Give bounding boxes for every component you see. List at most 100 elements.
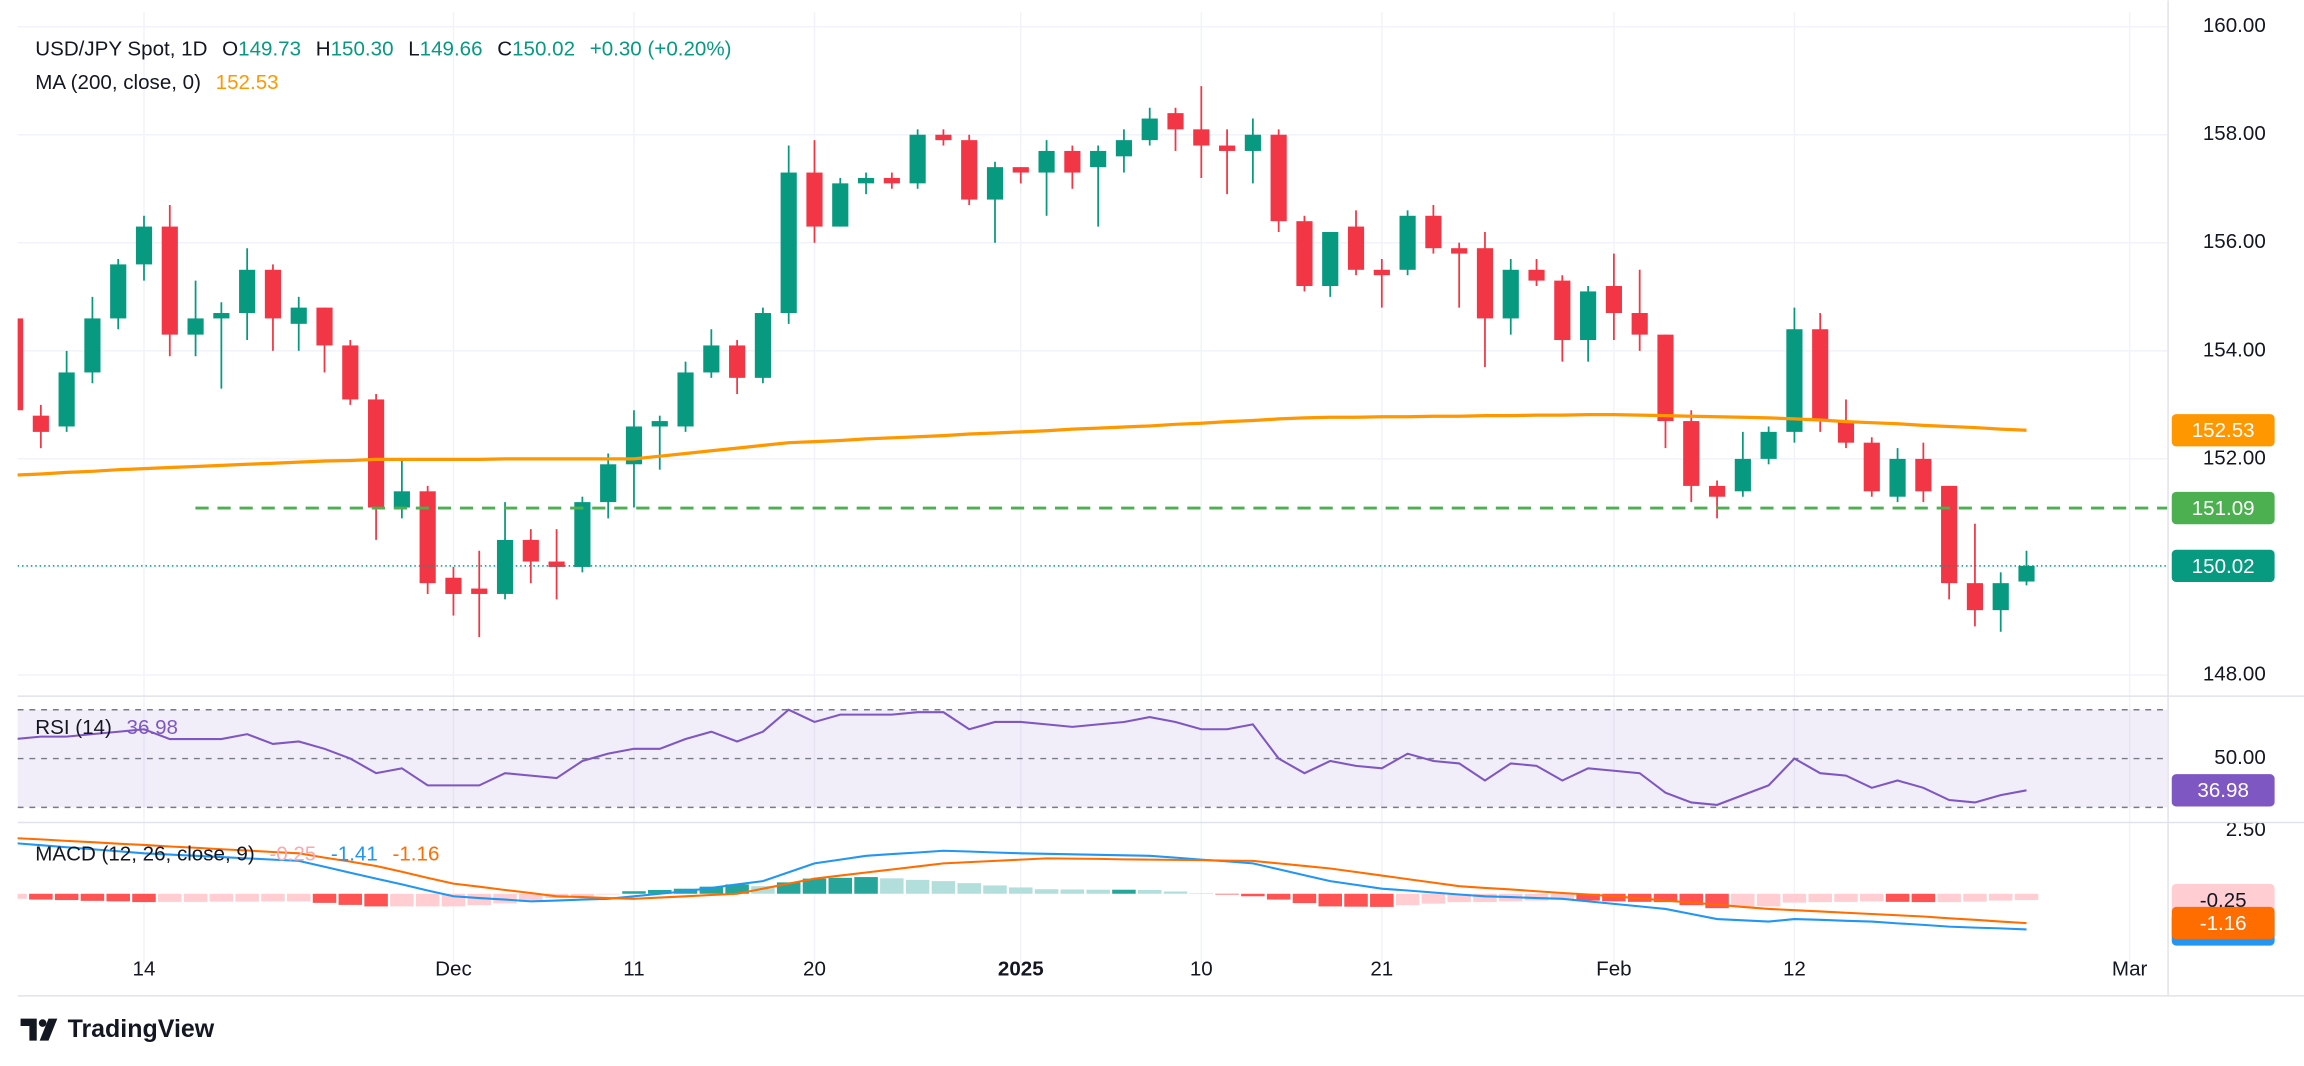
price-badge-label: -1.16 bbox=[2200, 912, 2247, 935]
ma-line bbox=[17, 412, 2027, 477]
x-tick-label: 11 bbox=[623, 958, 644, 981]
ma-value: 152.53 bbox=[216, 72, 279, 95]
indicator-title: RSI (14) bbox=[35, 717, 112, 740]
histogram-bar bbox=[1060, 889, 1085, 894]
macd-line bbox=[17, 842, 2027, 931]
y-tick-label: 148.00 bbox=[2203, 662, 2266, 685]
candle-body bbox=[290, 307, 307, 324]
ohlc-value: 149.73 bbox=[238, 38, 301, 61]
candle-body bbox=[1734, 458, 1751, 492]
price-badge bbox=[2171, 414, 2275, 447]
price-badge-label: 152.53 bbox=[2192, 419, 2255, 442]
candle-body bbox=[1322, 231, 1339, 287]
histogram-bar bbox=[1215, 893, 1239, 895]
candle-body bbox=[161, 226, 178, 335]
histogram-bar bbox=[905, 879, 930, 894]
histogram-bar bbox=[390, 893, 414, 907]
candle-body bbox=[393, 491, 410, 508]
change: +0.30 (+0.20%) bbox=[590, 38, 732, 61]
histogram-bar bbox=[751, 886, 775, 894]
candle-body bbox=[1605, 286, 1622, 314]
price-badge bbox=[2171, 549, 2275, 583]
candle-body bbox=[368, 399, 385, 508]
candle-body bbox=[1141, 118, 1158, 141]
candle-body bbox=[1528, 269, 1545, 281]
candle-body bbox=[1966, 583, 1984, 611]
histogram-bar bbox=[1937, 893, 1961, 903]
histogram-bar bbox=[931, 881, 956, 894]
indicator-title: MACD (12, 26, close, 9) bbox=[35, 843, 254, 866]
y-tick-label: 152.00 bbox=[2203, 446, 2266, 469]
histogram-bar bbox=[1653, 893, 1678, 903]
y-tick-label: 156.00 bbox=[2203, 230, 2266, 253]
histogram-bar bbox=[828, 877, 853, 894]
candle-body bbox=[1708, 485, 1726, 497]
histogram-bar bbox=[1911, 893, 1936, 903]
candle-body bbox=[1502, 269, 1519, 319]
histogram-bar bbox=[29, 893, 53, 900]
legend-line: MA (200, close, 0) 152.53 bbox=[35, 72, 278, 95]
candle-body bbox=[522, 539, 539, 562]
price-badge-label: 150.02 bbox=[2192, 555, 2255, 578]
candle-body bbox=[342, 345, 359, 400]
candle-body bbox=[1476, 248, 1494, 319]
histogram-bar bbox=[2014, 893, 2039, 901]
histogram-bar bbox=[1473, 893, 1497, 903]
histogram-bar bbox=[1086, 889, 1110, 894]
candle-body bbox=[58, 372, 75, 427]
histogram-bar bbox=[1009, 887, 1033, 894]
candle-body bbox=[264, 269, 282, 319]
candle-body bbox=[1425, 215, 1442, 249]
histogram-bar bbox=[1292, 893, 1317, 904]
candle-body bbox=[651, 421, 668, 427]
histogram-bar bbox=[725, 884, 749, 894]
candle-body bbox=[1863, 442, 1880, 492]
histogram-bar bbox=[158, 893, 182, 902]
candle-body bbox=[496, 539, 514, 594]
histogram-bar bbox=[80, 893, 105, 901]
price-badge bbox=[2171, 491, 2275, 525]
histogram-bar bbox=[1834, 893, 1858, 902]
candle-body bbox=[1244, 134, 1261, 151]
candle-body bbox=[1219, 145, 1236, 151]
candle-body bbox=[574, 502, 591, 567]
ohlc-key: O bbox=[222, 38, 238, 61]
histogram-bar bbox=[467, 893, 491, 906]
candle-body bbox=[110, 264, 127, 319]
symbol-title: USD/JPY Spot, 1D bbox=[35, 38, 207, 61]
candle-body bbox=[1090, 150, 1107, 168]
x-tick-label: Dec bbox=[435, 958, 472, 981]
x-tick-label: 14 bbox=[133, 958, 156, 981]
histogram-bar bbox=[1112, 889, 1136, 894]
y-tick-label: 154.00 bbox=[2203, 338, 2266, 361]
indicator-value: 36.98 bbox=[127, 717, 178, 740]
histogram-bar bbox=[1550, 893, 1575, 900]
histogram-bar bbox=[1963, 893, 1987, 902]
y-tick-label: 2.50 bbox=[2226, 818, 2266, 841]
candle-body bbox=[1915, 458, 1932, 492]
histogram-bar bbox=[235, 893, 259, 902]
histogram-bar bbox=[415, 893, 440, 907]
candle-body bbox=[625, 426, 643, 465]
x-tick-label: 12 bbox=[1783, 958, 1806, 981]
candle-body bbox=[1270, 134, 1287, 222]
histogram-bar bbox=[1266, 893, 1291, 900]
histogram-bar bbox=[519, 893, 543, 903]
candle-body bbox=[1889, 458, 1906, 497]
ohlc-value: 150.02 bbox=[512, 38, 575, 61]
candle-body bbox=[754, 313, 771, 378]
price-badge-label: 36.98 bbox=[2197, 779, 2248, 802]
ohlc-value: 150.30 bbox=[331, 38, 394, 61]
candle-body bbox=[84, 318, 101, 373]
candle-body bbox=[17, 318, 24, 411]
histogram-bar bbox=[1034, 889, 1059, 894]
candle-body bbox=[832, 183, 849, 227]
ohlc-value: 149.66 bbox=[420, 38, 483, 61]
candle-body bbox=[1167, 113, 1184, 130]
x-tick-label: Mar bbox=[2112, 958, 2148, 981]
histogram-bar bbox=[1756, 893, 1781, 907]
histogram-bar bbox=[364, 893, 388, 907]
candle-body bbox=[600, 464, 617, 503]
candle-body bbox=[471, 588, 488, 594]
